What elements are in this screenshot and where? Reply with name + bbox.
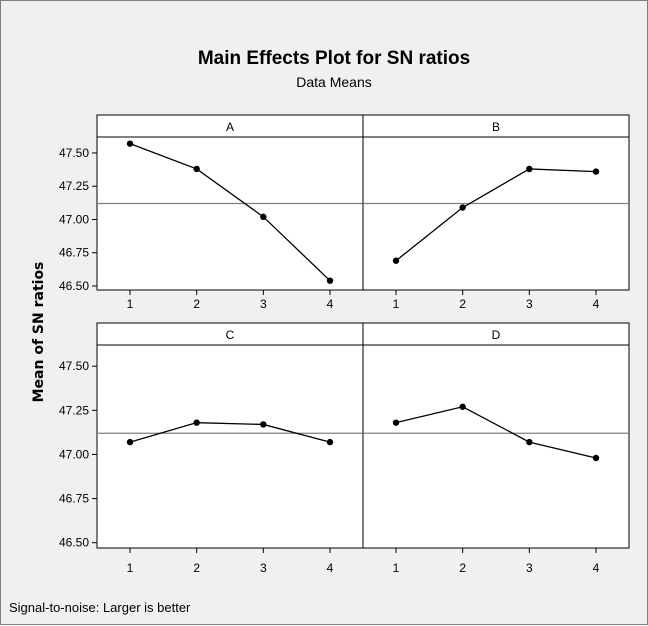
y-tick-label: 46.50 xyxy=(59,536,89,550)
chart-subtitle: Data Means xyxy=(296,74,371,90)
data-point xyxy=(260,213,267,221)
y-tick-label: 47.00 xyxy=(59,447,89,461)
x-tick-label: 1 xyxy=(393,297,400,311)
panel-b: B 1 2 3 4 xyxy=(362,114,630,311)
plot-area xyxy=(96,136,364,291)
x-tick-label: 3 xyxy=(526,297,533,311)
plot-area xyxy=(362,136,630,291)
series-line xyxy=(395,168,597,262)
plot-area xyxy=(96,344,364,549)
y-tick-label: 46.75 xyxy=(59,246,89,260)
data-point xyxy=(592,454,600,462)
data-point xyxy=(392,257,400,264)
y-tick-label: 47.50 xyxy=(59,146,89,160)
data-point xyxy=(459,204,466,211)
x-tick-label: 1 xyxy=(393,561,400,575)
panel-strip-label: D xyxy=(492,328,501,342)
panel-a: A 46.50 46.75 47.00 47.25 47.50 1 2 3 4 xyxy=(59,114,364,311)
panel-d: D 1 2 3 4 xyxy=(362,322,630,575)
x-tick-label: 2 xyxy=(193,561,200,575)
series-line xyxy=(395,406,597,459)
data-point xyxy=(126,438,134,446)
x-tick-label: 1 xyxy=(127,561,134,575)
x-tick-label: 4 xyxy=(593,561,600,575)
x-tick-label: 1 xyxy=(127,297,134,311)
data-point xyxy=(126,140,134,147)
y-tick-label: 46.50 xyxy=(59,279,89,293)
x-tick-label: 4 xyxy=(327,297,334,311)
panel-strip-label: C xyxy=(226,328,235,342)
data-point xyxy=(526,165,533,173)
chart-title: Main Effects Plot for SN ratios xyxy=(198,48,470,69)
y-tick-label: 46.75 xyxy=(59,492,89,506)
y-axis-label: Mean of SN ratios xyxy=(31,262,47,403)
data-point xyxy=(526,438,533,446)
panel-strip-label: A xyxy=(226,120,234,134)
x-tick-label: 2 xyxy=(193,297,200,311)
x-tick-label: 2 xyxy=(459,561,466,575)
data-point xyxy=(193,419,200,426)
data-point xyxy=(592,168,600,175)
plot-area xyxy=(362,344,630,549)
x-tick-label: 3 xyxy=(260,297,267,311)
data-point xyxy=(459,403,466,410)
x-tick-label: 4 xyxy=(327,561,334,575)
x-tick-label: 2 xyxy=(459,297,466,311)
panel-c: C 46.50 46.75 47.00 47.25 47.50 1 2 3 4 xyxy=(59,322,364,575)
x-tick-label: 3 xyxy=(260,561,267,575)
footnote: Signal-to-noise: Larger is better xyxy=(9,600,191,615)
y-tick-label: 47.25 xyxy=(59,403,89,417)
data-point xyxy=(326,438,334,446)
panels-group: A 46.50 46.75 47.00 47.25 47.50 1 2 3 4 B 1 2 3 4 C 46.5… xyxy=(59,114,630,575)
y-tick-label: 47.00 xyxy=(59,212,89,226)
series-line xyxy=(129,422,331,443)
panel-strip-label: B xyxy=(492,120,500,134)
data-point xyxy=(260,421,267,428)
data-point xyxy=(326,277,334,284)
x-tick-label: 3 xyxy=(526,561,533,575)
series-line xyxy=(129,143,331,282)
data-point xyxy=(392,419,400,426)
x-tick-label: 4 xyxy=(593,297,600,311)
y-tick-label: 47.25 xyxy=(59,179,89,193)
data-point xyxy=(193,165,200,173)
y-tick-label: 47.50 xyxy=(59,359,89,373)
